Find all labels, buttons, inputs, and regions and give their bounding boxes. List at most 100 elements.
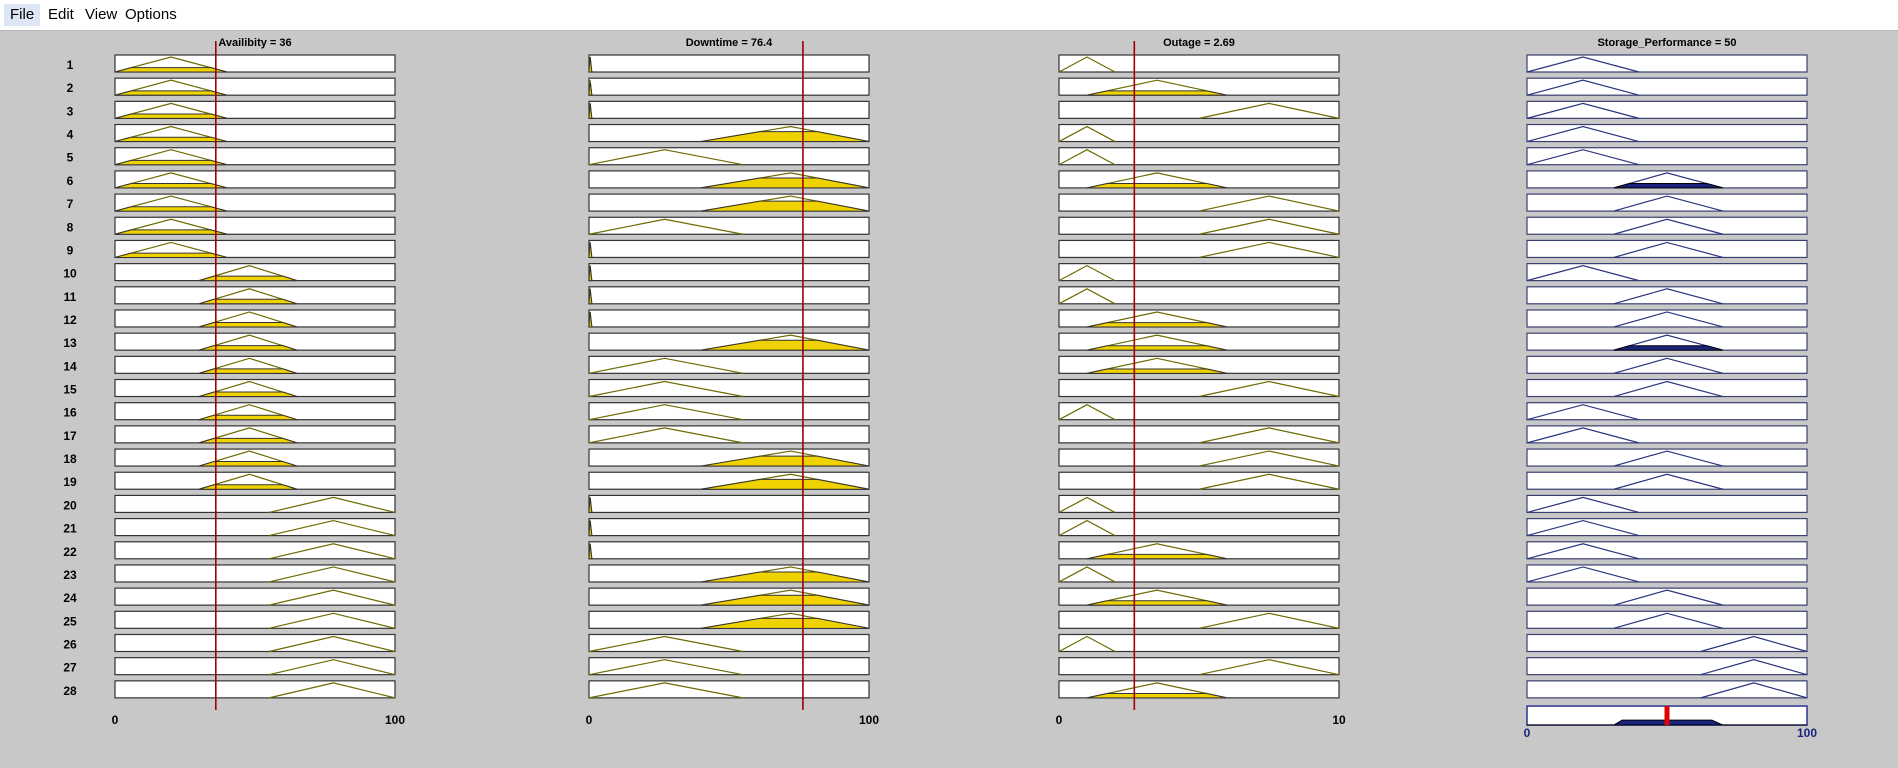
rule-cell[interactable] [1526,77,1808,96]
column-title: Storage_Performance = 50 [1597,37,1736,49]
membership-function [268,543,396,560]
membership-function [268,566,396,583]
rule-cell[interactable] [1526,518,1808,537]
membership-function [1198,450,1340,467]
rule-cell[interactable] [588,216,870,235]
rule-cell[interactable] [1526,263,1808,282]
rule-cell[interactable] [588,541,870,560]
rule-cell[interactable] [1526,286,1808,305]
membership-function [1058,519,1116,537]
membership-function [114,241,228,259]
rule-cell[interactable] [588,425,870,444]
rule-cell[interactable] [588,100,870,119]
rule-cell[interactable] [588,518,870,537]
rule-cell[interactable] [1058,633,1340,653]
rule-number: 11 [64,290,77,304]
membership-function [1058,496,1116,513]
rule-cell[interactable] [1526,494,1808,514]
rule-cell[interactable] [1058,54,1340,73]
membership-activation [198,321,298,328]
membership-activation [588,520,593,537]
rule-cell[interactable] [1058,494,1340,514]
rule-cell[interactable] [1526,193,1808,212]
rule-cell[interactable] [1526,239,1808,259]
rule-number: 26 [63,638,77,652]
rule-cell[interactable] [114,494,396,514]
rule-number: 23 [63,568,77,582]
rule-cell[interactable] [1526,587,1808,606]
rule-cell[interactable] [1526,147,1808,166]
membership-activation [198,368,298,374]
membership-function [268,682,396,699]
membership-function [1058,56,1116,73]
rule-cell[interactable] [1058,123,1340,143]
membership-function [1613,450,1724,467]
rule-cell[interactable] [1058,263,1340,282]
membership-activation [588,497,593,513]
rule-cell[interactable] [114,680,396,699]
rule-cell[interactable] [1526,425,1808,444]
menu-options[interactable]: Options [125,6,177,23]
rule-cell[interactable] [1526,123,1808,143]
rule-cell[interactable] [588,309,870,328]
rule-cell[interactable] [1526,402,1808,421]
menu-view[interactable]: View [85,6,118,23]
rule-cell[interactable] [114,657,396,676]
rule-cell[interactable] [1526,471,1808,490]
rule-cell[interactable] [1526,541,1808,560]
rule-cell[interactable] [588,286,870,305]
rule-cell[interactable] [1526,657,1808,676]
rule-cell[interactable] [1058,147,1340,166]
rule-cell[interactable] [1526,448,1808,467]
membership-function [588,682,744,699]
rule-cell[interactable] [1058,286,1340,305]
rule-cell[interactable] [588,402,870,421]
membership-function [1058,566,1116,583]
rule-cell[interactable] [1058,402,1340,421]
rule-cell[interactable] [114,564,396,583]
rule-cell[interactable] [114,518,396,537]
rule-cell[interactable] [1058,564,1340,583]
rule-cell[interactable] [114,610,396,629]
rule-cell[interactable] [1526,564,1808,583]
rule-cell[interactable] [588,657,870,676]
rule-cell[interactable] [1526,610,1808,629]
rule-number: 12 [63,313,77,327]
membership-function [1700,635,1808,653]
rule-cell[interactable] [114,541,396,560]
rule-cell[interactable] [588,239,870,259]
rule-cell[interactable] [588,378,870,398]
rule-cell[interactable] [588,355,870,374]
rule-cell[interactable] [1526,680,1808,699]
rule-cell[interactable] [588,263,870,282]
membership-function [1198,241,1340,259]
membership-function [588,427,744,444]
rule-cell[interactable] [588,633,870,653]
rule-cell[interactable] [1526,355,1808,374]
rule-cell[interactable] [588,680,870,699]
rule-cell[interactable] [588,54,870,73]
rule-number: 1 [67,58,74,72]
rule-cell[interactable] [588,147,870,166]
rule-cell[interactable] [588,77,870,96]
membership-function [114,125,228,143]
membership-function [588,218,744,235]
rule-cell[interactable] [588,494,870,514]
membership-activation [198,391,298,398]
membership-function [1526,519,1640,537]
rule-cell[interactable] [1526,216,1808,235]
rule-number: 17 [63,429,77,443]
rule-cell[interactable] [1526,633,1808,653]
rule-cell[interactable] [114,587,396,606]
rule-cell[interactable] [1526,378,1808,398]
rule-cell[interactable] [1526,100,1808,119]
menu-file[interactable]: File [4,4,41,26]
rule-cell[interactable] [1526,309,1808,328]
rule-cell[interactable] [1526,54,1808,73]
membership-function [1198,380,1340,398]
rule-number: 27 [63,661,77,675]
membership-function [1198,195,1340,212]
menu-edit[interactable]: Edit [48,6,74,23]
rule-cell[interactable] [1058,518,1340,537]
rule-cell[interactable] [114,633,396,653]
